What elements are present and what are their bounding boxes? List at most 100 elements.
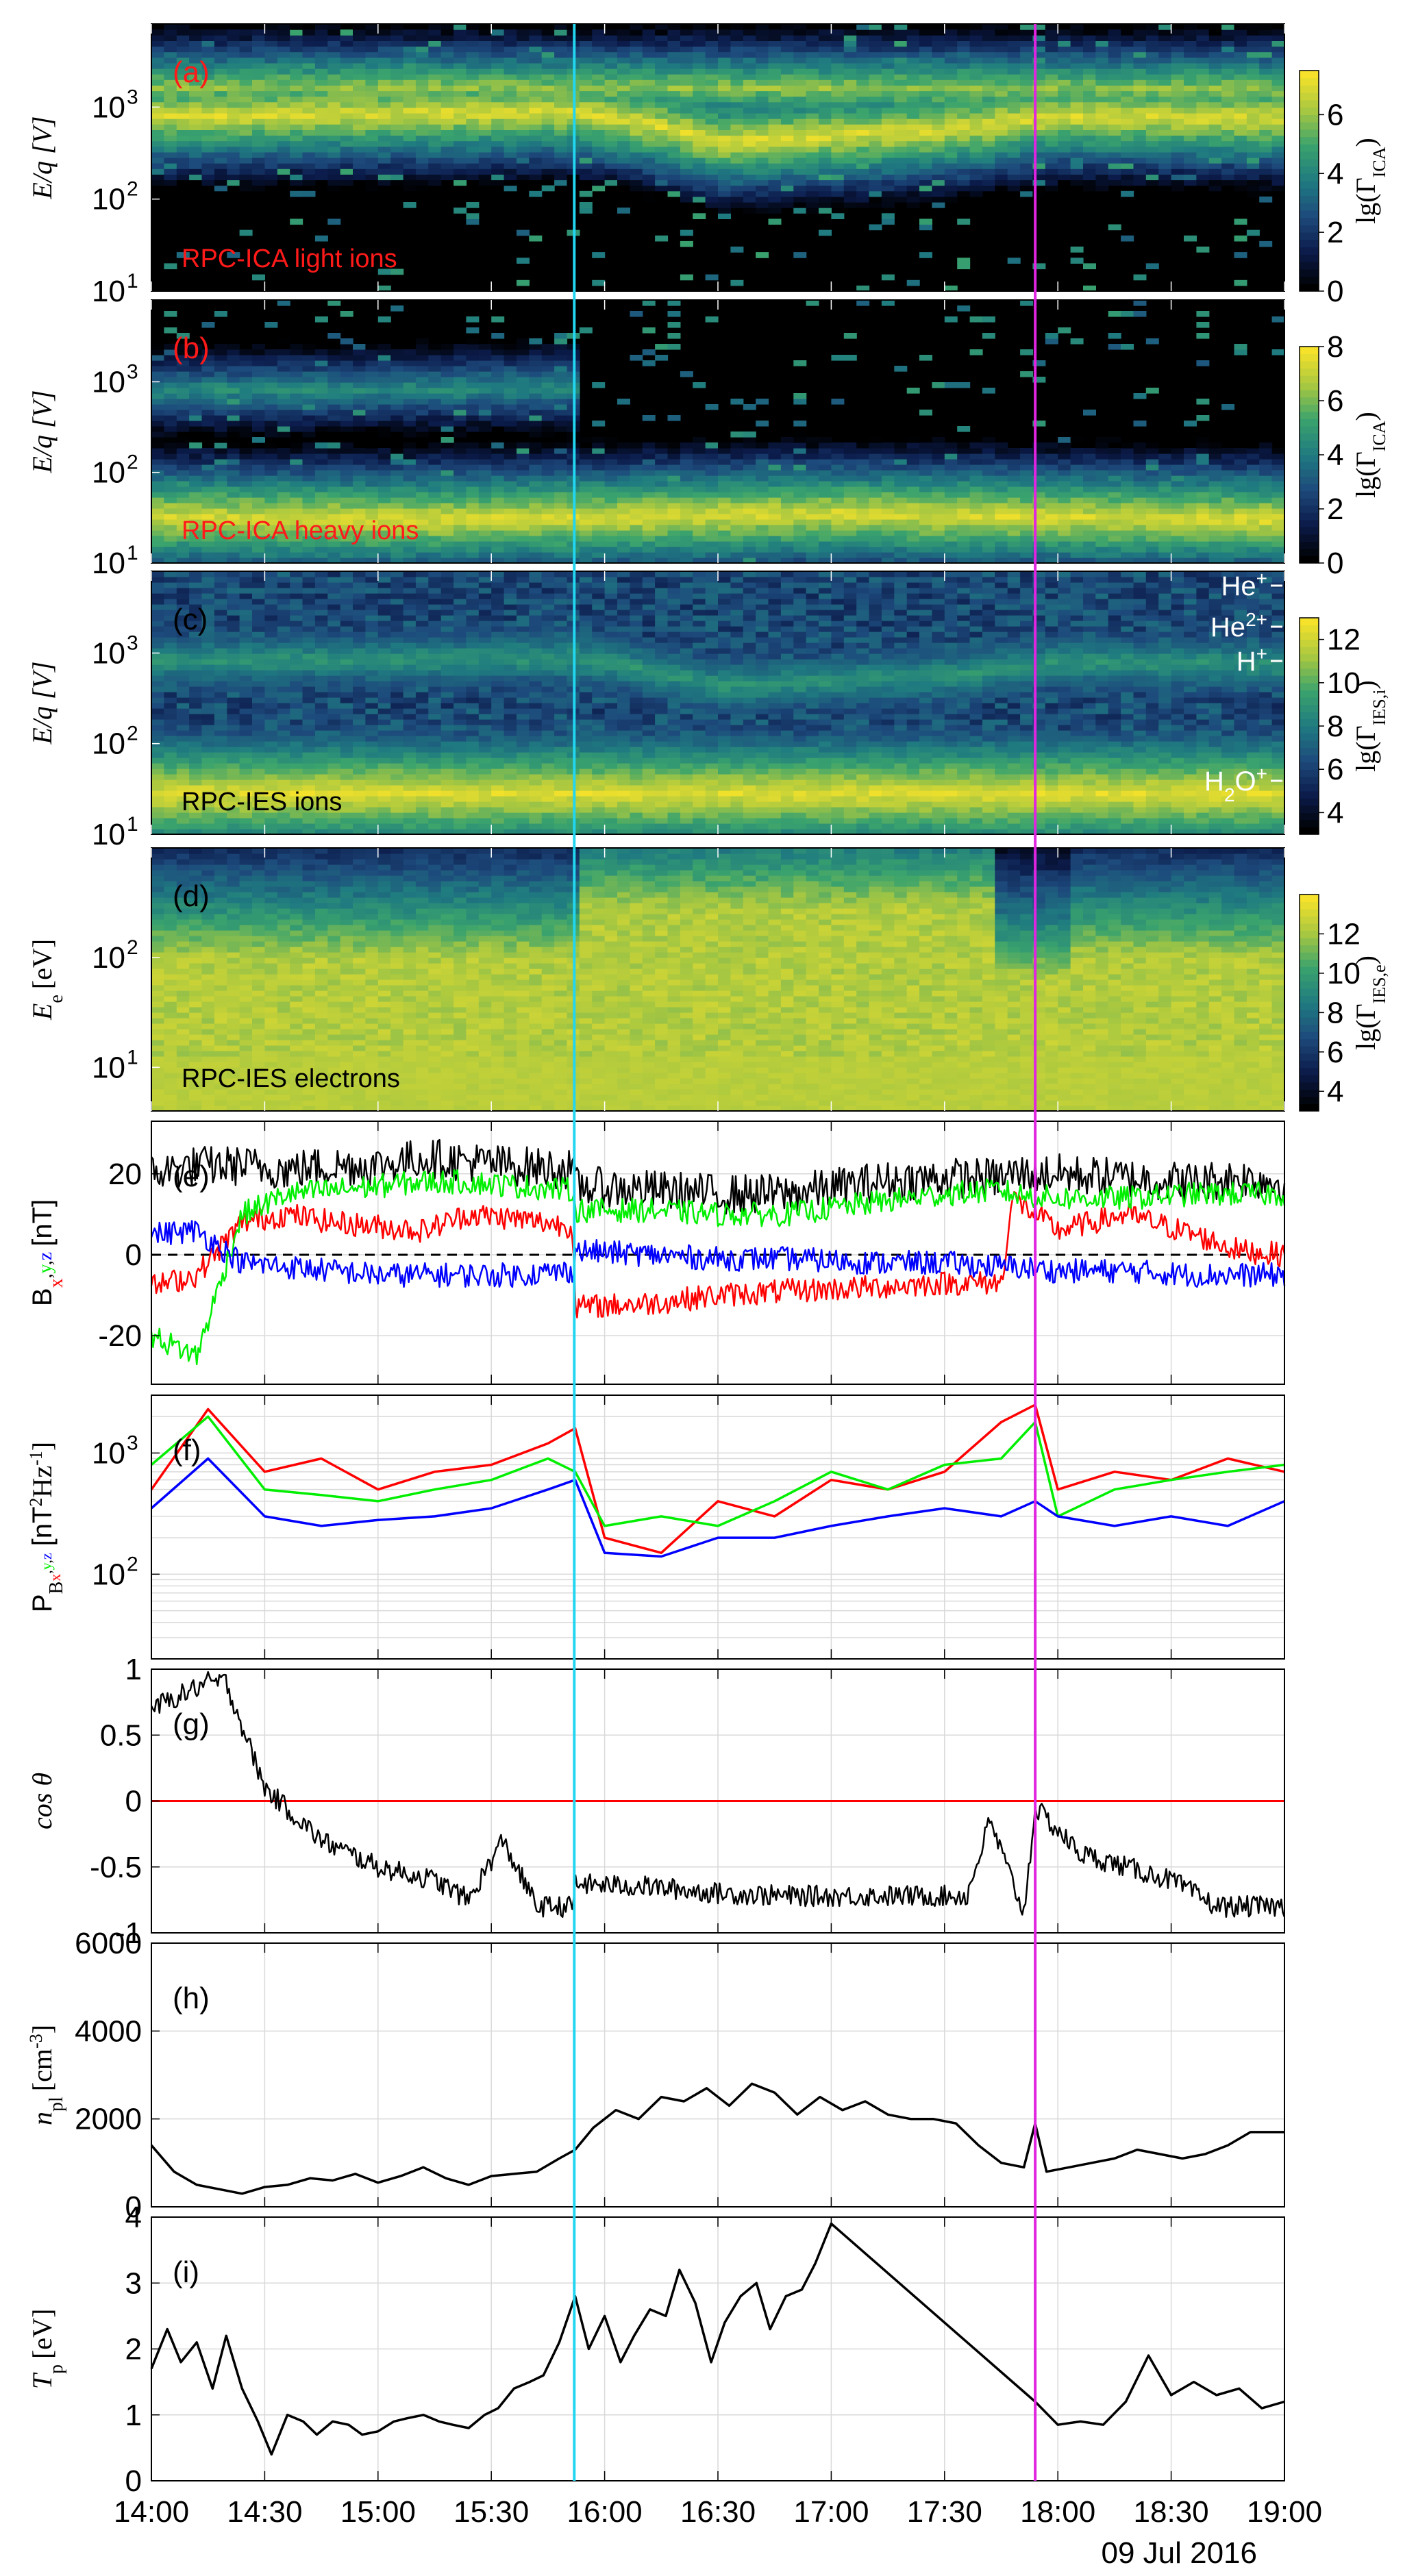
panel-letter: (g): [173, 1708, 210, 1741]
colorbar-tick-label: 2: [1327, 492, 1343, 526]
x-tick-label: 15:30: [454, 2495, 529, 2529]
panel-label: RPC-IES electrons: [182, 1064, 400, 1093]
colorbar-tick-label: 6: [1327, 98, 1343, 132]
y-tick-label: 2000: [75, 2103, 142, 2136]
colorbar-tick-label: 4: [1327, 157, 1343, 190]
colorbar-tick-label: 6: [1327, 384, 1343, 418]
y-axis-label-b: E/q [V]: [27, 390, 58, 473]
y-tick-exponent: 2: [127, 178, 138, 201]
colorbar-tick-label: 8: [1327, 330, 1343, 364]
x-tick-label: 16:00: [567, 2495, 643, 2529]
panel-letter: (b): [173, 332, 210, 365]
y-tick-label: 4: [125, 2201, 142, 2234]
svg-text:E/q [V]: E/q [V]: [27, 116, 58, 199]
x-tick-label: 18:30: [1134, 2495, 1209, 2529]
y-tick-label: 10: [92, 90, 125, 124]
panel-letter: (e): [173, 1160, 210, 1193]
y-axis-label-c: E/q [V]: [27, 661, 58, 745]
panel-letter: (a): [173, 55, 210, 89]
panel-e: 200-20(e): [98, 1121, 1284, 1384]
colorbar-tick-label: 4: [1327, 1075, 1343, 1108]
y-tick-exponent: 1: [127, 542, 138, 564]
colorbar-tick-label: 12: [1327, 917, 1361, 951]
colorbar-tick-label: 8: [1327, 710, 1343, 743]
y-tick-label: 10: [92, 1558, 125, 1591]
y-tick-label: 0: [125, 2464, 142, 2498]
y-tick-label: 6000: [75, 1927, 142, 1960]
colorbar-tick-label: 0: [1327, 275, 1343, 308]
panel-label: RPC-ICA heavy ions: [182, 516, 419, 545]
panel-letter: (c): [173, 603, 208, 636]
y-tick-label: 4000: [75, 2014, 142, 2048]
x-tick-label: 16:30: [680, 2495, 756, 2529]
x-tick-label: 18:00: [1020, 2495, 1095, 2529]
y-tick-label: 10: [92, 456, 125, 490]
x-tick-label: 15:00: [340, 2495, 416, 2529]
panel-g: 10.50-0.5-1(g): [90, 1653, 1284, 1950]
y-tick-label: 10: [92, 941, 125, 975]
y-axis-label-d: Ee[eV]: [27, 939, 67, 1021]
y-tick-exponent: 1: [127, 270, 138, 292]
date-label: 09 Jul 2016: [1101, 2536, 1257, 2570]
y-tick-exponent: 3: [127, 632, 138, 654]
y-tick-label: -0.5: [90, 1851, 142, 1884]
y-tick-label: 10: [92, 183, 125, 216]
x-tick-label: 14:30: [227, 2495, 302, 2529]
y-tick-exponent: 2: [127, 936, 138, 959]
panel-letter: (f): [173, 1434, 201, 1467]
y-axis-label-a: E/q [V]: [27, 116, 58, 199]
y-tick-label: 2: [125, 2333, 142, 2366]
colorbar-tick-label: 4: [1327, 796, 1343, 829]
y-tick-label: 10: [92, 365, 125, 399]
y-axis-label-e: Bx,y,z[nT]: [27, 1199, 67, 1306]
y-tick-label: 10: [92, 1051, 125, 1084]
y-tick-exponent: 3: [127, 360, 138, 383]
y-tick-label: 0: [125, 1238, 142, 1272]
panel-letter: (h): [173, 1981, 210, 2015]
colorbar-label: lg(ΓICA): [1350, 412, 1389, 498]
y-axis-label-i: Tp[eV]: [27, 2309, 67, 2390]
y-tick-label: 1: [125, 2399, 142, 2432]
colorbar-a: 0 2 4 6lg(ΓICA): [1300, 71, 1389, 308]
y-tick-label: 10: [92, 275, 125, 308]
y-tick-exponent: 3: [127, 86, 138, 108]
y-axis-label-f: PBx,y,z[nT2Hz-1]: [26, 1442, 67, 1612]
y-tick-label: 10: [92, 1436, 125, 1470]
colorbar-tick-label: 6: [1327, 753, 1343, 786]
y-tick-label: 10: [92, 818, 125, 851]
colorbar-tick-label: 2: [1327, 216, 1343, 249]
colorbar-label: lg(ΓICA): [1350, 138, 1389, 224]
colorbar-tick-label: 12: [1327, 623, 1361, 657]
panel-label: RPC-ICA light ions: [182, 245, 397, 273]
y-tick-exponent: 1: [127, 1046, 138, 1068]
y-tick-exponent: 1: [127, 813, 138, 836]
y-tick-exponent: 3: [127, 1431, 138, 1454]
y-axis-label-h: npl[cm-3]: [26, 2025, 67, 2125]
colorbar-tick-label: 4: [1327, 438, 1343, 472]
y-tick-label: 10: [92, 727, 125, 761]
y-tick-exponent: 2: [127, 451, 138, 474]
y-tick-exponent: 2: [127, 1553, 138, 1575]
y-tick-label: 0: [125, 1785, 142, 1818]
x-tick-label: 17:00: [793, 2495, 869, 2529]
y-tick-label: 20: [108, 1158, 142, 1191]
y-axis-label-g: cos θ: [27, 1773, 58, 1829]
panel-a: 0 2 4 6lg(ΓICA) RPC-ICA light ions (a): [151, 24, 1389, 308]
colorbar-tick-label: 8: [1327, 996, 1343, 1029]
panel-letter: (d): [173, 879, 210, 913]
panel-letter: (i): [173, 2255, 199, 2289]
